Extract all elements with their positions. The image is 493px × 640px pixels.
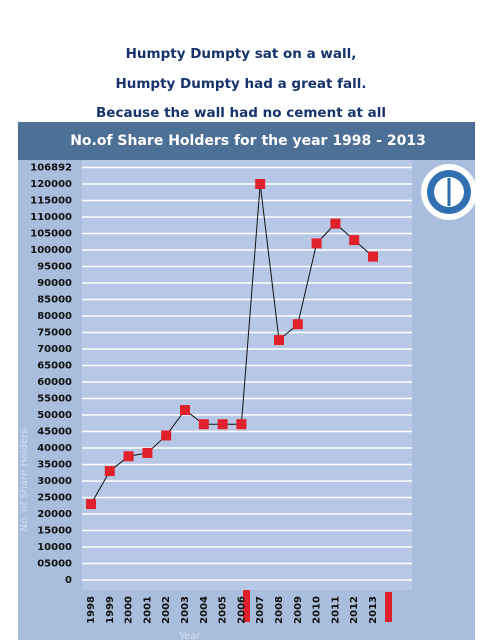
data-point <box>368 251 378 262</box>
y-tick-label: 30000 <box>37 476 72 487</box>
y-axis-label: No. of Share Holders <box>19 429 30 532</box>
x-tick-label: 2001 <box>142 596 153 624</box>
data-point <box>104 466 115 477</box>
x-tick-label: 2004 <box>199 596 210 624</box>
data-point <box>330 218 341 229</box>
x-axis-label: Year <box>178 631 201 640</box>
x-tick-label: 2006 <box>236 596 247 624</box>
y-tick-label: 106892 <box>30 163 72 174</box>
x-tick-label: 2011 <box>330 596 341 624</box>
y-tick-label: 90000 <box>37 278 72 289</box>
y-tick-label: 65000 <box>37 361 72 372</box>
y-tick-label: 20000 <box>37 509 72 520</box>
x-tick-label: 2008 <box>274 596 285 624</box>
y-tick-label: 115000 <box>30 196 72 207</box>
y-tick-label: 105000 <box>30 229 72 240</box>
x-tick-label: 2002 <box>161 596 172 624</box>
y-tick-label: 15000 <box>37 526 72 537</box>
y-tick-label: 0 <box>65 575 72 586</box>
y-tick-label: 25000 <box>37 493 72 504</box>
plot-area <box>82 160 412 590</box>
data-point <box>142 447 153 458</box>
x-tick-label: 1998 <box>86 596 97 624</box>
x-tick-label: 2003 <box>180 596 191 624</box>
y-tick-label: 50000 <box>37 410 72 421</box>
x-tick-label: 2007 <box>255 596 266 624</box>
logo <box>421 164 477 220</box>
x-tick-label: 2013 <box>368 596 379 624</box>
data-point <box>292 319 303 330</box>
data-point <box>86 499 96 510</box>
x-tick-label: 1999 <box>105 596 116 624</box>
data-point <box>217 419 228 430</box>
data-point <box>274 335 284 346</box>
x-tick-label: 2009 <box>293 596 304 624</box>
data-point <box>123 451 134 462</box>
data-line <box>90 183 374 505</box>
data-point <box>161 430 172 441</box>
y-tick-label: 55000 <box>37 394 72 405</box>
x-tick-label: 2012 <box>349 596 360 624</box>
y-tick-label: 35000 <box>37 460 72 471</box>
highlight <box>385 592 392 622</box>
y-tick-label: 10000 <box>37 542 72 553</box>
y-tick-label: 110000 <box>30 212 72 223</box>
y-tick-label: 60000 <box>37 377 72 388</box>
y-tick-label: 75000 <box>37 328 72 339</box>
highlight <box>243 590 250 622</box>
y-tick-label: 95000 <box>37 262 72 273</box>
chart-title: No.of Share Holders for the year 1998 - … <box>70 133 426 149</box>
data-point <box>255 179 266 189</box>
data-point <box>236 419 247 430</box>
data-point <box>311 238 322 249</box>
y-tick-label: 80000 <box>37 311 72 322</box>
y-tick-label: 40000 <box>37 443 72 454</box>
y-tick-label: 120000 <box>30 179 72 190</box>
caption-line: Humpty Dumpty had a great fall. <box>115 76 366 92</box>
y-tick-label: 45000 <box>37 427 72 438</box>
y-tick-label: 05000 <box>37 559 72 570</box>
y-tick-label: 70000 <box>37 344 72 355</box>
y-tick-label: 100000 <box>30 245 72 256</box>
caption-line: Because the wall had no cement at all <box>96 105 386 121</box>
caption-box <box>80 22 403 126</box>
x-tick-label: 2000 <box>124 596 135 624</box>
x-tick-label: 2010 <box>312 596 323 624</box>
data-point <box>180 405 190 416</box>
y-tick-label: 85000 <box>37 295 72 306</box>
caption-line: Humpty Dumpty sat on a wall, <box>126 46 357 62</box>
data-point <box>198 419 209 430</box>
title-bar <box>18 122 475 160</box>
x-tick-label: 2005 <box>218 596 229 624</box>
data-point <box>349 235 360 246</box>
